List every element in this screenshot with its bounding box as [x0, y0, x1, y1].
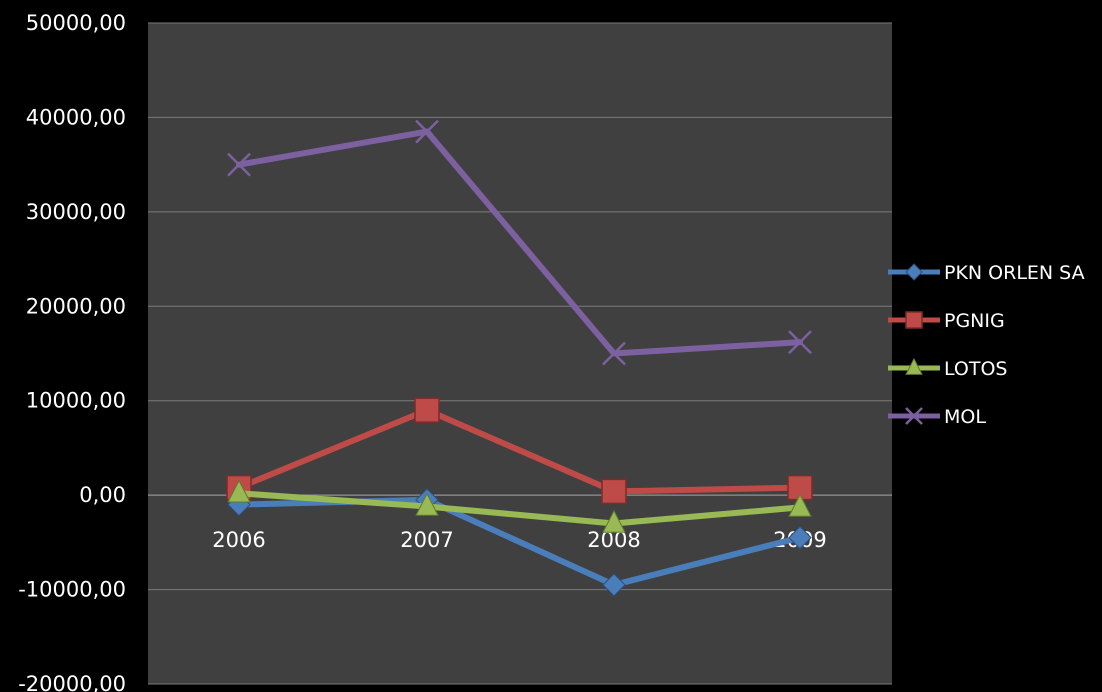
data-point-marker	[788, 525, 812, 550]
legend-label: LOTOS	[944, 358, 1008, 380]
marker-stroke	[415, 119, 439, 144]
series-mol	[227, 119, 812, 366]
legend-label: PGNIG	[944, 310, 1005, 332]
y-tick-label: 20000,00	[26, 294, 126, 318]
legend-item: LOTOS	[888, 357, 1008, 380]
series-line	[236, 407, 803, 495]
y-tick-label: 0,00	[79, 483, 126, 507]
series-group	[226, 119, 813, 597]
x-tick-label: 2007	[400, 528, 453, 552]
y-tick-label: 50000,00	[26, 11, 126, 35]
y-tick-label: -20000,00	[18, 672, 126, 692]
data-point-marker	[601, 478, 627, 505]
legend-label: PKN ORLEN SA	[944, 262, 1085, 284]
y-axis-ticks: 50000,00 40000,00 30000,00 20000,00 10000,00…	[18, 11, 126, 692]
legend-swatch-marker	[905, 357, 923, 375]
data-point-marker	[602, 341, 626, 366]
data-point-marker	[227, 152, 251, 177]
legend-swatch-marker	[905, 263, 923, 281]
legend-swatch-marker	[905, 311, 923, 329]
legend-item: PKN ORLEN SA	[888, 262, 1085, 284]
data-point-marker	[415, 492, 439, 516]
legend-item: MOL	[888, 406, 986, 428]
marker-stroke	[602, 341, 626, 366]
data-point-marker	[227, 479, 251, 503]
data-point-marker	[602, 509, 626, 533]
plot-area	[148, 23, 892, 684]
y-tick-label: 10000,00	[26, 389, 126, 413]
x-axis-ticks: 2006200720082009	[148, 494, 892, 552]
series-line	[236, 490, 803, 527]
legend-label: MOL	[944, 406, 986, 428]
x-tick-label: 2006	[212, 528, 265, 552]
y-tick-label: 40000,00	[26, 105, 126, 129]
y-tick-label: 30000,00	[26, 200, 126, 224]
legend-item: PGNIG	[888, 310, 1005, 332]
series-line	[236, 128, 803, 357]
data-point-marker	[415, 119, 439, 144]
legend: PKN ORLEN SA PGNIG LOTOS MOL	[888, 262, 1085, 428]
data-point-marker	[788, 493, 812, 517]
marker-stroke	[788, 330, 812, 355]
marker-stroke	[227, 152, 251, 177]
marker-stroke	[905, 407, 923, 425]
y-tick-label: -10000,00	[18, 578, 126, 602]
series-lotos	[227, 479, 812, 533]
data-point-marker	[414, 397, 440, 423]
legend-swatch-marker	[905, 407, 923, 425]
data-point-marker	[602, 573, 626, 597]
data-point-marker	[788, 330, 812, 355]
